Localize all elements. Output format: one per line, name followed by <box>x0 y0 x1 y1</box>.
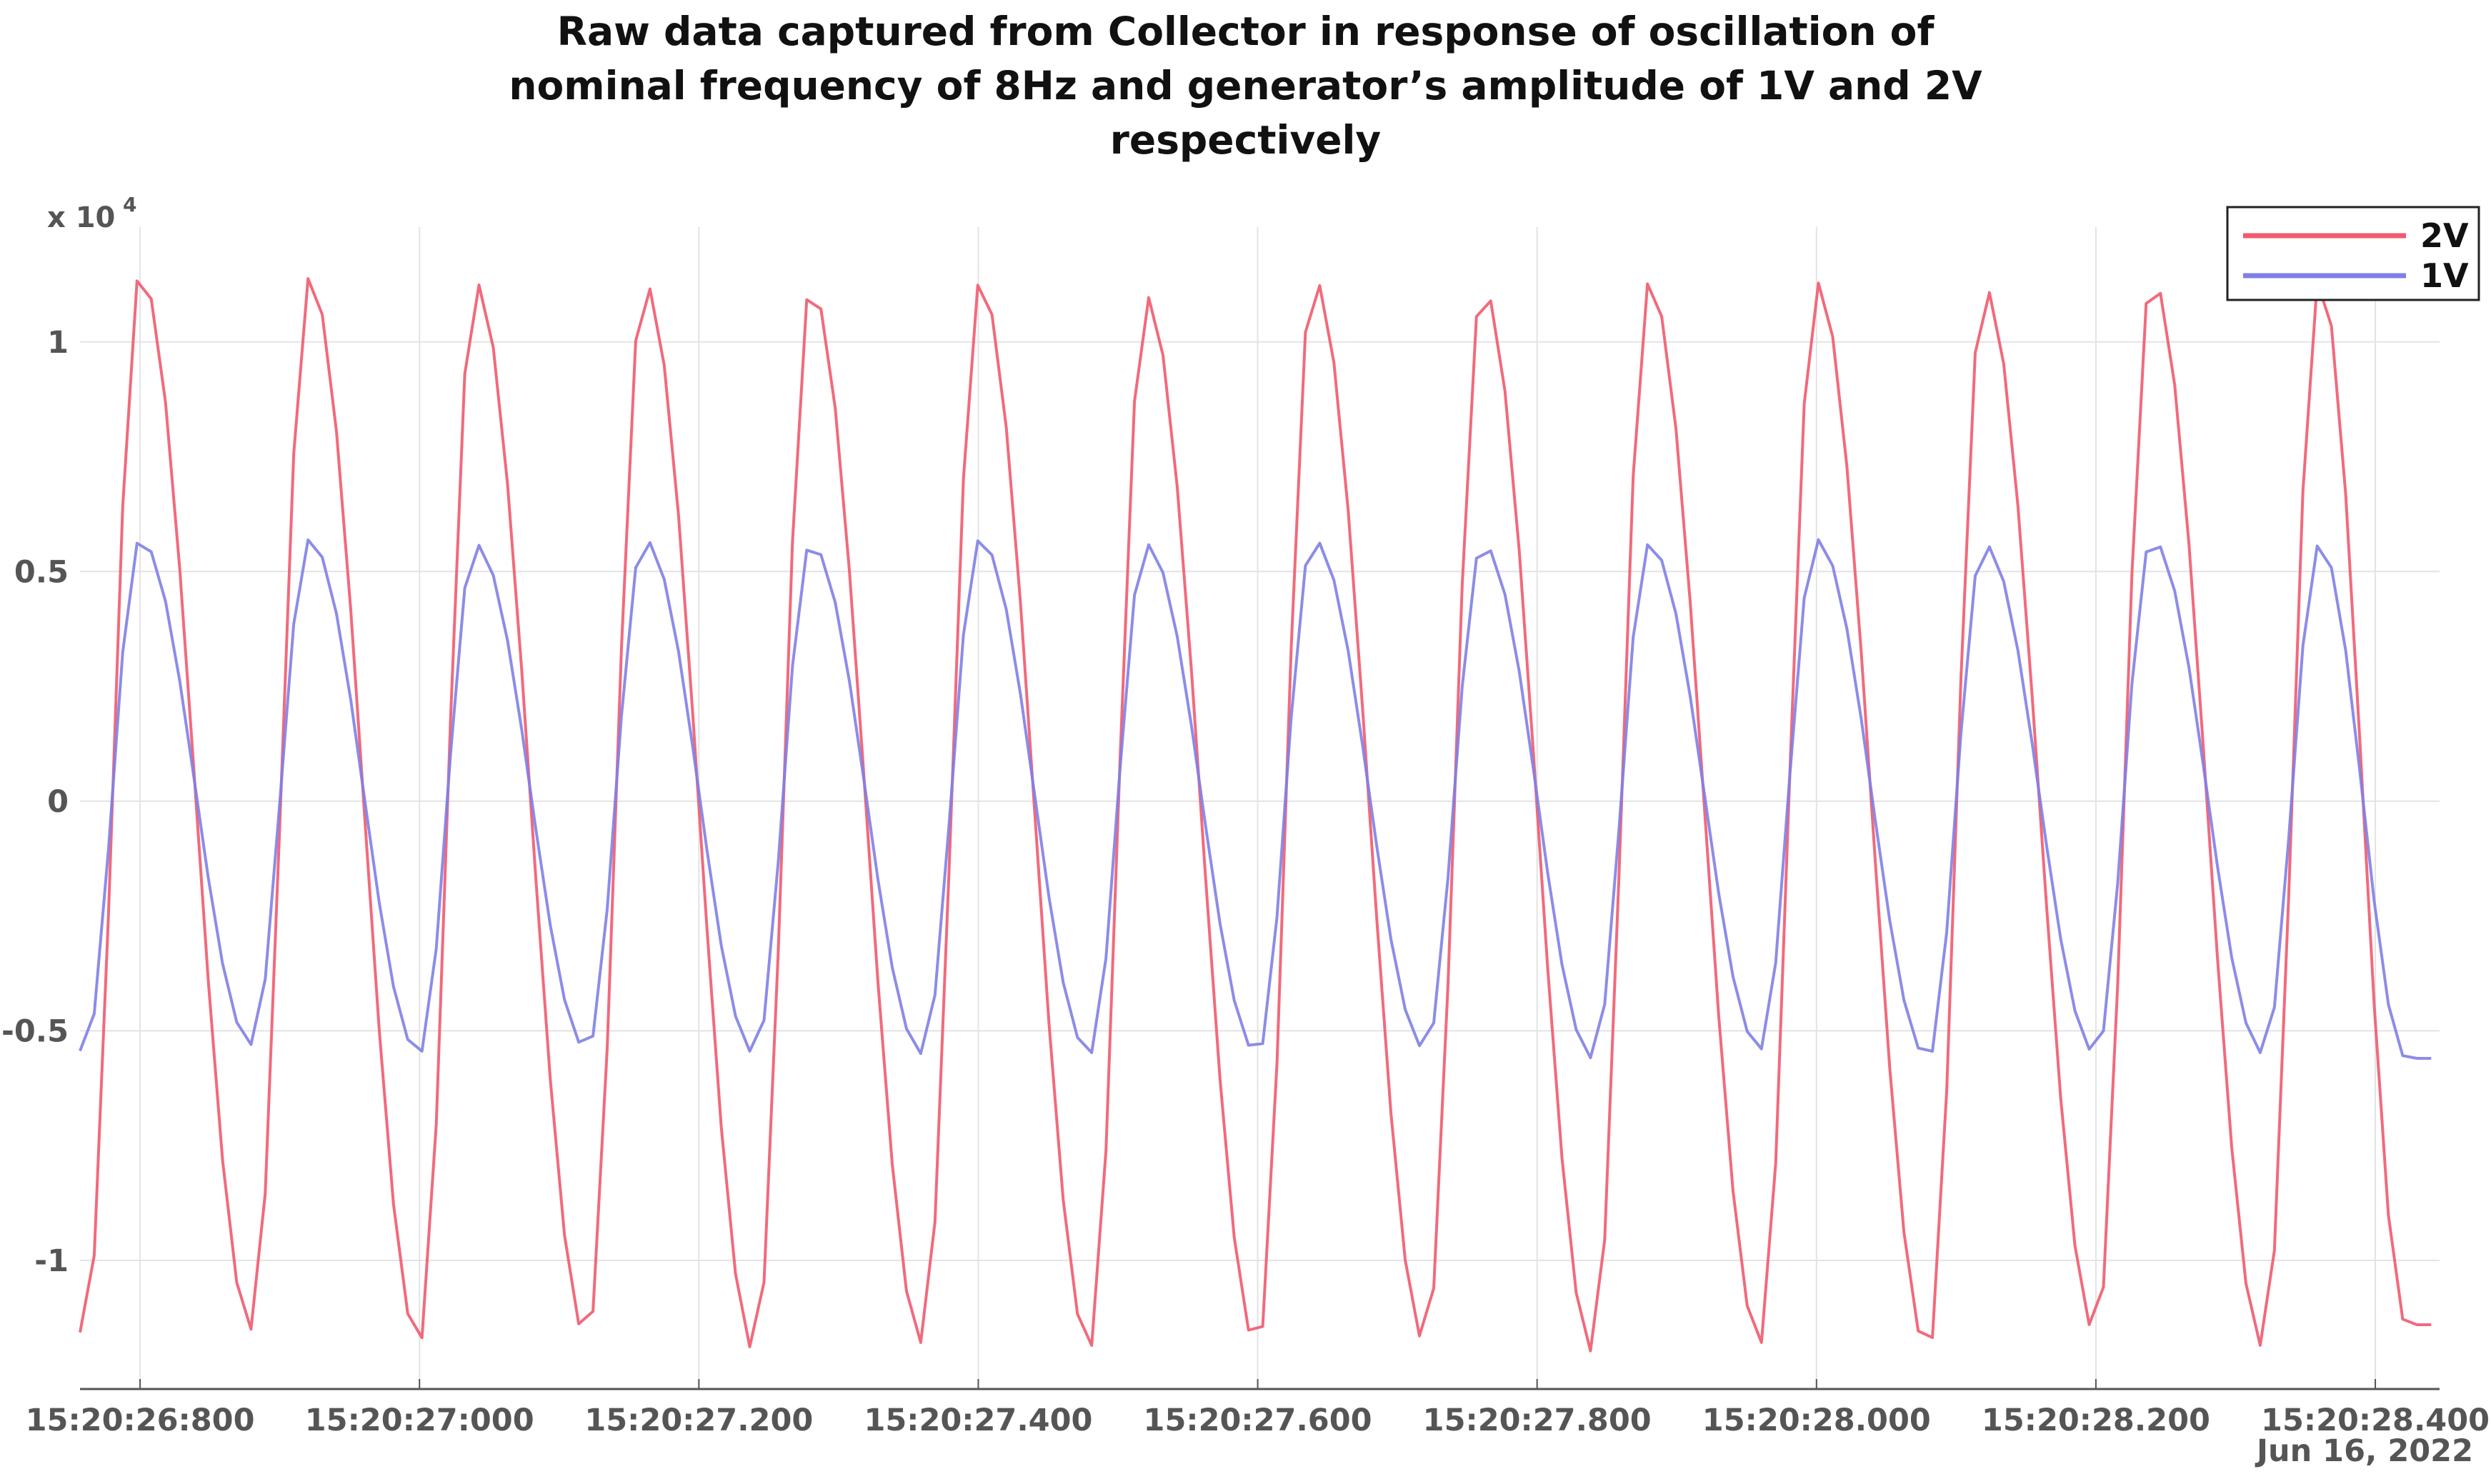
x-tick-label: 15:20:26:800 <box>26 1403 255 1438</box>
x-tick-label: 15:20:28.200 <box>1982 1403 2210 1438</box>
legend-label-1V: 1V <box>2420 256 2469 295</box>
date-label: Jun 16, 2022 <box>2255 1433 2473 1469</box>
y-multiplier-exponent: 4 <box>123 193 136 216</box>
y-tick-label: 0 <box>47 784 69 820</box>
legend-box <box>2226 206 2480 301</box>
x-tick-label: 15:20:27.800 <box>1423 1403 1652 1438</box>
x-tick-label: 15:20:27.400 <box>864 1403 1092 1438</box>
y-tick-label: 0.5 <box>14 554 69 590</box>
series-line-2V <box>79 277 2432 1353</box>
x-tick-label: 15:20:27.200 <box>584 1403 813 1438</box>
chart-title: Raw data captured from Collector in resp… <box>509 9 1982 163</box>
x-tick-label: 15:20:28.000 <box>1702 1403 1931 1438</box>
x-tick-label: 15:20:27.600 <box>1144 1403 1372 1438</box>
y-tick-label: -1 <box>34 1243 69 1279</box>
series-line-1V <box>79 538 2432 1060</box>
x-tick-label: 15:20:27:000 <box>305 1403 534 1438</box>
x-tick-label: 15:20:28.400 <box>2261 1403 2490 1438</box>
y-multiplier-label: x 10 <box>47 201 115 234</box>
legend-label-2V: 2V <box>2420 216 2469 255</box>
y-tick-label: 1 <box>47 325 69 361</box>
y-tick-label: -0.5 <box>1 1013 69 1049</box>
